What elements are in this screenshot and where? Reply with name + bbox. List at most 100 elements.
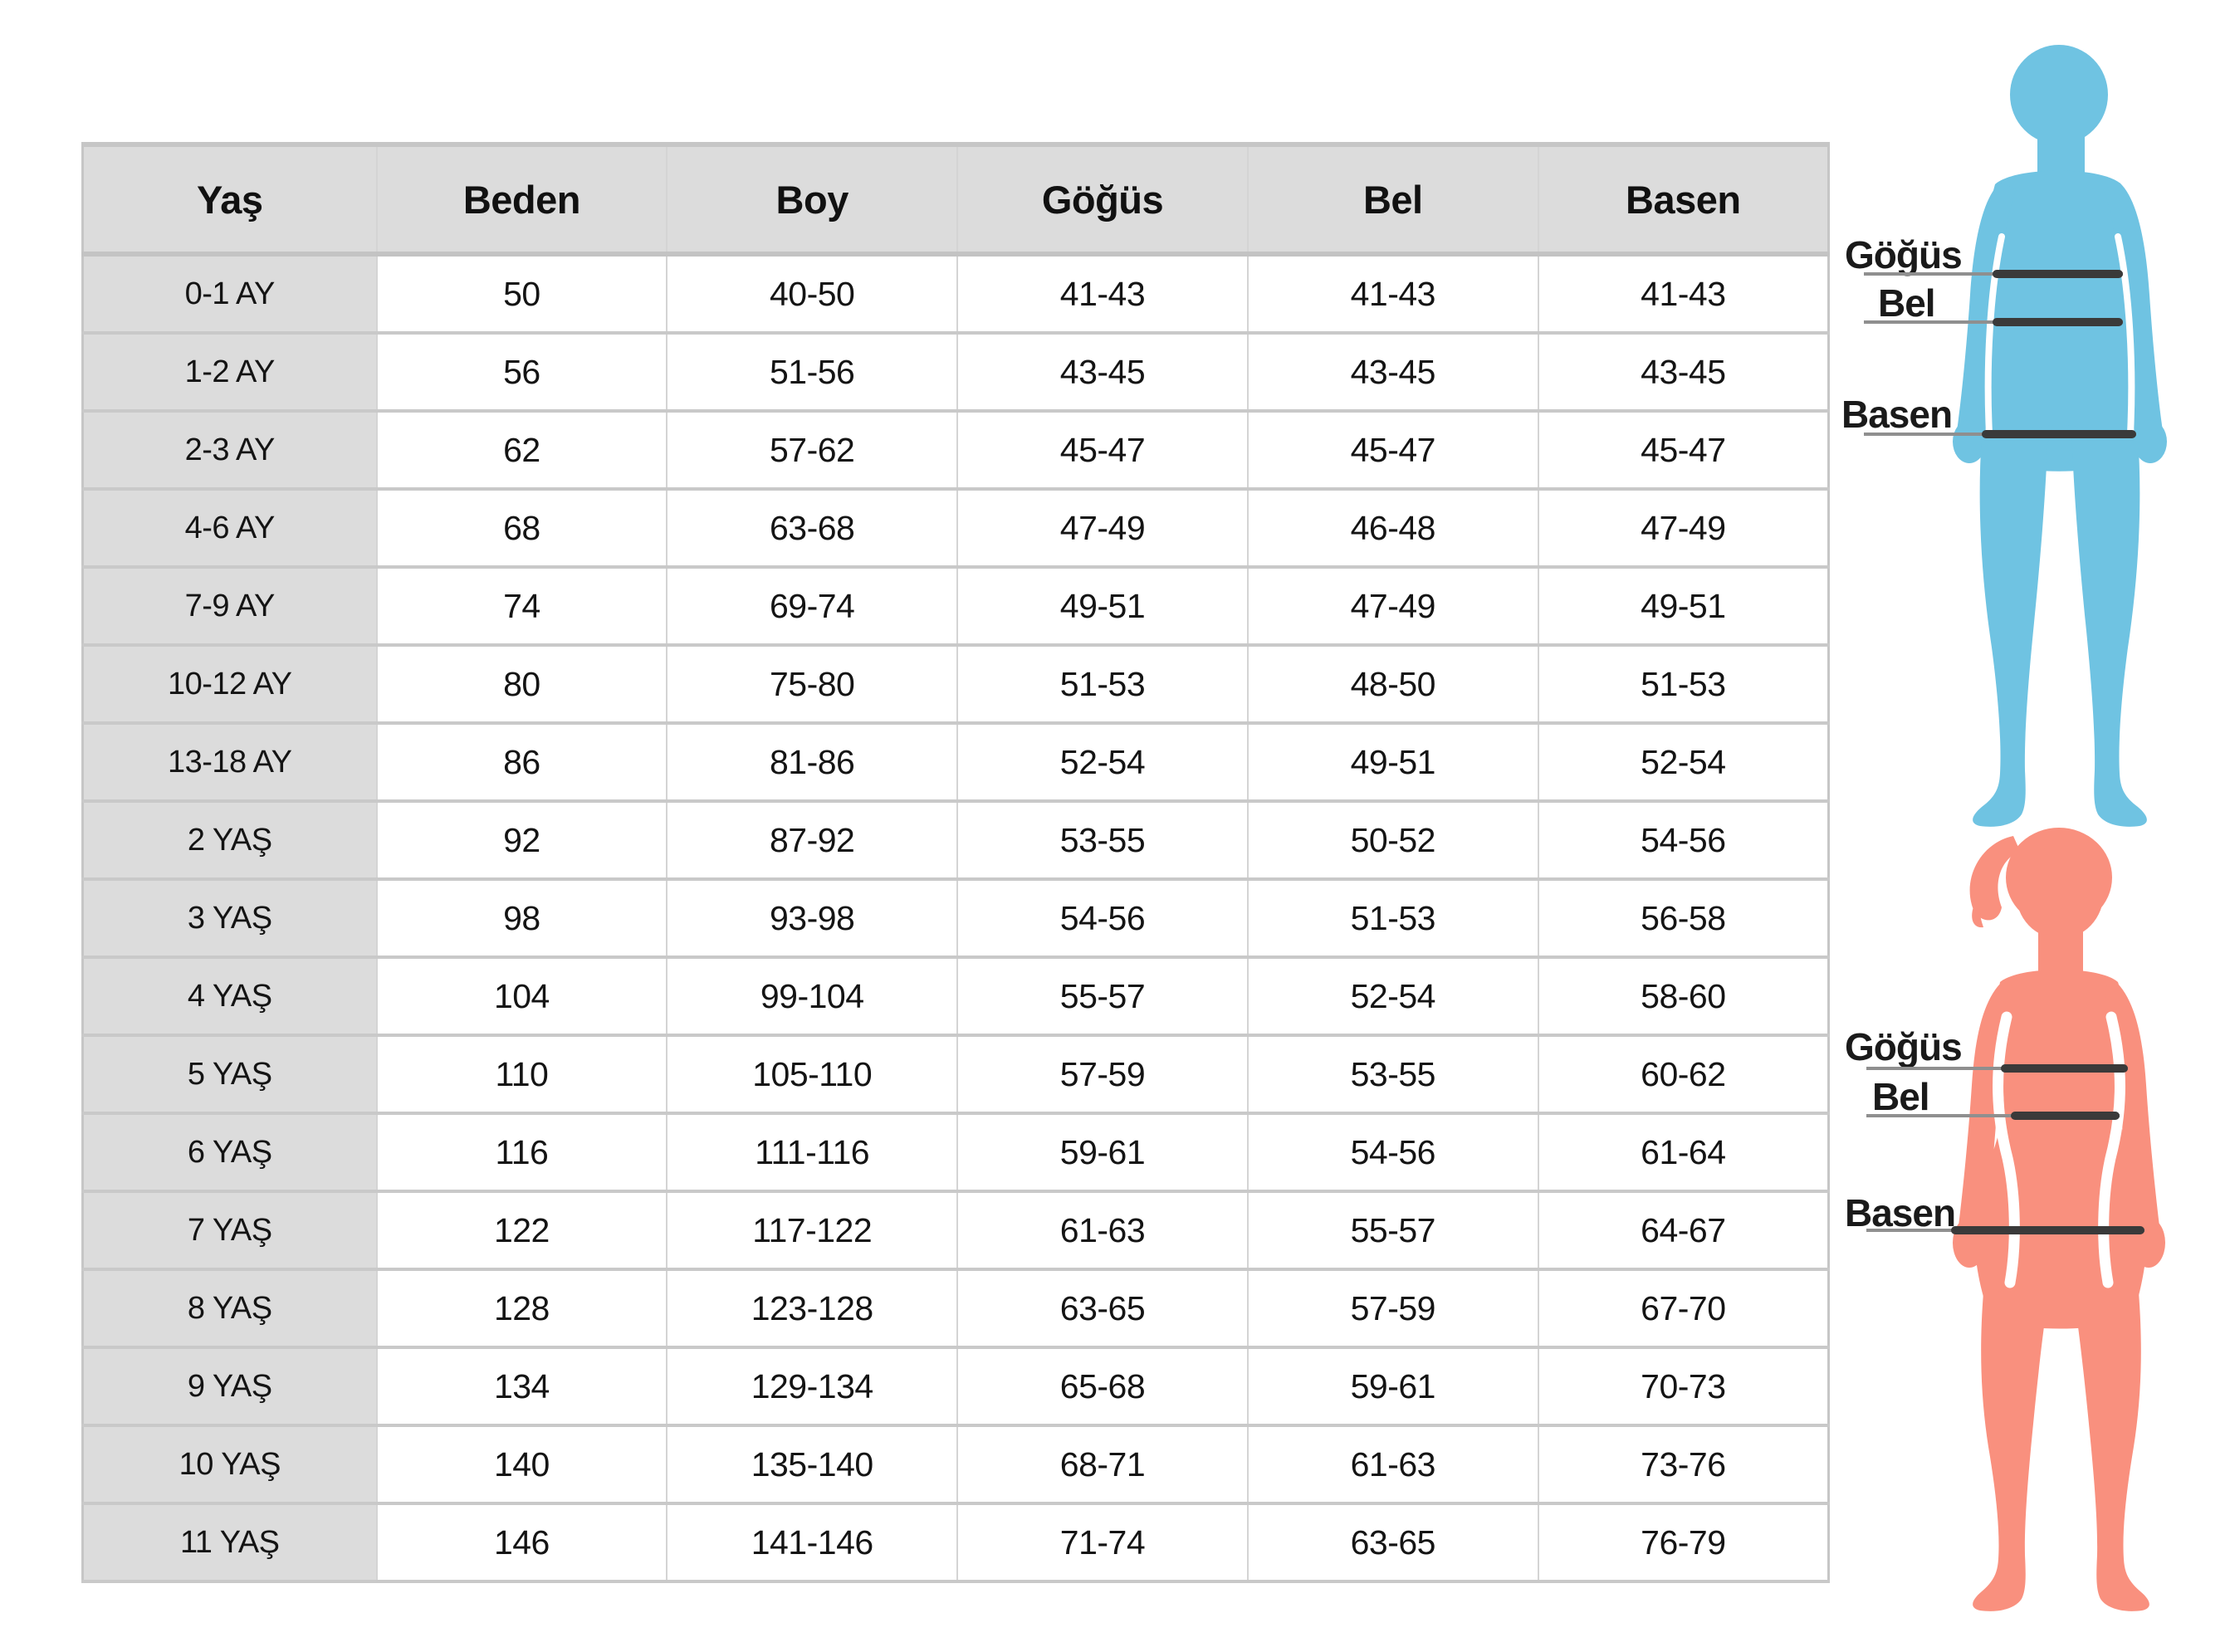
value-cell: 61-63 <box>956 1191 1249 1271</box>
age-cell: 2-3 AY <box>81 411 378 491</box>
column-header: Bel <box>1246 144 1539 257</box>
girl-chest-line <box>1866 1064 2128 1073</box>
value-cell: 129-134 <box>666 1347 959 1427</box>
value-cell: 62 <box>375 411 668 491</box>
value-cell: 146 <box>375 1503 668 1583</box>
value-cell: 61-64 <box>1537 1113 1830 1193</box>
value-cell: 134 <box>375 1347 668 1427</box>
table-row: 2 YAŞ 92 87-92 53-55 50-52 54-56 <box>81 801 1830 881</box>
value-cell: 65-68 <box>956 1347 1249 1427</box>
value-cell: 123-128 <box>666 1269 959 1349</box>
value-cell: 52-54 <box>956 723 1249 803</box>
value-cell: 54-56 <box>1537 801 1830 881</box>
table-row: 4-6 AY 68 63-68 47-49 46-48 47-49 <box>81 489 1830 569</box>
value-cell: 43-45 <box>1246 333 1539 413</box>
value-cell: 46-48 <box>1246 489 1539 569</box>
value-cell: 47-49 <box>1246 567 1539 647</box>
value-cell: 50 <box>375 254 668 335</box>
value-cell: 70-73 <box>1537 1347 1830 1427</box>
value-cell: 104 <box>375 957 668 1037</box>
value-cell: 40-50 <box>666 254 959 335</box>
table-row: 10 YAŞ 140 135-140 68-71 61-63 73-76 <box>81 1425 1830 1505</box>
column-header: Basen <box>1537 144 1830 257</box>
age-cell: 5 YAŞ <box>81 1035 378 1115</box>
value-cell: 110 <box>375 1035 668 1115</box>
value-cell: 50-52 <box>1246 801 1539 881</box>
value-cell: 63-65 <box>956 1269 1249 1349</box>
value-cell: 71-74 <box>956 1503 1249 1583</box>
value-cell: 54-56 <box>1246 1113 1539 1193</box>
girl-waist-line <box>1866 1112 2120 1120</box>
value-cell: 63-65 <box>1246 1503 1539 1583</box>
value-cell: 52-54 <box>1246 957 1539 1037</box>
age-cell: 13-18 AY <box>81 723 378 803</box>
value-cell: 51-53 <box>1246 879 1539 959</box>
value-cell: 57-59 <box>1246 1269 1539 1349</box>
value-cell: 117-122 <box>666 1191 959 1271</box>
size-table: Yaş Beden Boy Göğüs Bel Basen 0-1 AY 50 40-50 41… <box>81 142 1830 1583</box>
age-cell: 1-2 AY <box>81 333 378 413</box>
age-cell: 2 YAŞ <box>81 801 378 881</box>
value-cell: 111-116 <box>666 1113 959 1193</box>
value-cell: 75-80 <box>666 645 959 725</box>
value-cell: 48-50 <box>1246 645 1539 725</box>
column-header: Yaş <box>81 144 378 257</box>
column-header: Beden <box>375 144 668 257</box>
table-row: 7 YAŞ 122 117-122 61-63 55-57 64-67 <box>81 1191 1830 1271</box>
value-cell: 99-104 <box>666 957 959 1037</box>
table-row: 9 YAŞ 134 129-134 65-68 59-61 70-73 <box>81 1347 1830 1427</box>
value-cell: 53-55 <box>1246 1035 1539 1115</box>
value-cell: 67-70 <box>1537 1269 1830 1349</box>
value-cell: 74 <box>375 567 668 647</box>
value-cell: 41-43 <box>1246 254 1539 335</box>
value-cell: 116 <box>375 1113 668 1193</box>
girl-hips-label: Basen <box>1845 1191 1956 1234</box>
boy-chest-line <box>1864 270 2123 278</box>
value-cell: 49-51 <box>1246 723 1539 803</box>
value-cell: 45-47 <box>1537 411 1830 491</box>
value-cell: 57-62 <box>666 411 959 491</box>
age-cell: 9 YAŞ <box>81 1347 378 1427</box>
table-row: 8 YAŞ 128 123-128 63-65 57-59 67-70 <box>81 1269 1830 1349</box>
value-cell: 140 <box>375 1425 668 1505</box>
value-cell: 63-68 <box>666 489 959 569</box>
boy-waist-line <box>1864 318 2123 326</box>
value-cell: 68 <box>375 489 668 569</box>
value-cell: 45-47 <box>1246 411 1539 491</box>
value-cell: 60-62 <box>1537 1035 1830 1115</box>
age-cell: 10 YAŞ <box>81 1425 378 1505</box>
age-cell: 3 YAŞ <box>81 879 378 959</box>
girl-figure-icon <box>1953 828 2165 1611</box>
value-cell: 59-61 <box>956 1113 1249 1193</box>
table-row: 3 YAŞ 98 93-98 54-56 51-53 56-58 <box>81 879 1830 959</box>
value-cell: 87-92 <box>666 801 959 881</box>
value-cell: 58-60 <box>1537 957 1830 1037</box>
value-cell: 69-74 <box>666 567 959 647</box>
value-cell: 53-55 <box>956 801 1249 881</box>
value-cell: 64-67 <box>1537 1191 1830 1271</box>
boy-chest-label: Göğüs <box>1845 233 1963 276</box>
value-cell: 47-49 <box>1537 489 1830 569</box>
age-cell: 7 YAŞ <box>81 1191 378 1271</box>
value-cell: 81-86 <box>666 723 959 803</box>
value-cell: 105-110 <box>666 1035 959 1115</box>
age-cell: 10-12 AY <box>81 645 378 725</box>
girl-chest-label: Göğüs <box>1845 1025 1963 1068</box>
table-row: 5 YAŞ 110 105-110 57-59 53-55 60-62 <box>81 1035 1830 1115</box>
table-row: 1-2 AY 56 51-56 43-45 43-45 43-45 <box>81 333 1830 413</box>
column-header: Boy <box>666 144 959 257</box>
value-cell: 55-57 <box>956 957 1249 1037</box>
value-cell: 54-56 <box>956 879 1249 959</box>
value-cell: 86 <box>375 723 668 803</box>
age-cell: 7-9 AY <box>81 567 378 647</box>
value-cell: 49-51 <box>1537 567 1830 647</box>
value-cell: 49-51 <box>956 567 1249 647</box>
value-cell: 56-58 <box>1537 879 1830 959</box>
value-cell: 47-49 <box>956 489 1249 569</box>
value-cell: 122 <box>375 1191 668 1271</box>
value-cell: 41-43 <box>956 254 1249 335</box>
age-cell: 0-1 AY <box>81 254 378 335</box>
value-cell: 45-47 <box>956 411 1249 491</box>
age-cell: 8 YAŞ <box>81 1269 378 1349</box>
